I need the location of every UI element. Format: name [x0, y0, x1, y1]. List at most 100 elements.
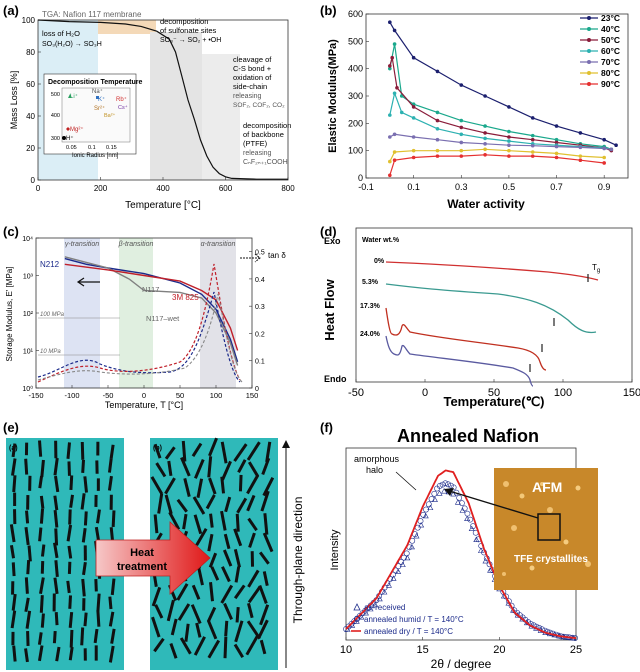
rod: [82, 561, 87, 576]
rod: [262, 532, 274, 553]
rod: [153, 637, 165, 653]
data-point: [411, 135, 416, 139]
legend-b-marker: [587, 38, 591, 42]
point-as-received: [487, 567, 494, 573]
rod: [12, 645, 17, 662]
line-annealed-dry: [345, 469, 577, 640]
halo-label-1: amorphous: [354, 454, 400, 464]
rod: [11, 458, 17, 476]
rod: [222, 549, 233, 567]
legend-f-0: as-received: [364, 603, 405, 612]
rod: [167, 460, 173, 477]
a-ytick-label: 40: [26, 112, 35, 121]
legend-b-marker: [587, 16, 591, 20]
x-ticks-b: -0.1 0.1 0.3 0.5 0.7 0.9: [358, 175, 610, 192]
rod: [183, 478, 191, 497]
data-point: [411, 148, 416, 153]
c-xtick-label: -150: [28, 391, 43, 400]
storage-modulus-1: [64, 256, 239, 366]
rod: [80, 441, 85, 460]
rod: [39, 495, 45, 509]
rod: [69, 629, 74, 648]
rod: [223, 636, 228, 659]
rod: [66, 442, 71, 459]
rod: [24, 527, 30, 546]
data-point: [530, 137, 535, 142]
rod: [10, 610, 17, 629]
rod: [38, 475, 44, 489]
axes-frame-d: [355, 227, 633, 383]
rod: [24, 577, 29, 594]
dsc-curve-17: [385, 307, 547, 371]
point-as-received: [441, 488, 448, 494]
label-100mpa: 100 MPa: [40, 312, 65, 318]
ion-li-marker: [68, 94, 72, 98]
f-xtick-label: 15: [417, 644, 429, 656]
ion-h: H⁺: [66, 135, 74, 142]
rod: [168, 511, 181, 531]
c-ytick-label: 10²: [23, 311, 34, 318]
region-sulfonate: [98, 20, 156, 34]
point-as-received: [473, 536, 480, 542]
legend-b-marker: [587, 49, 591, 53]
data-point: [399, 110, 404, 115]
rod: [150, 476, 164, 495]
data-point: [392, 91, 397, 96]
rod: [52, 630, 57, 644]
tga-curve: [37, 19, 288, 180]
rod: [68, 509, 72, 525]
panel-a: (a) TGA: Nafion 117 membrane 0 20 40 60 80 10…: [3, 3, 295, 211]
a-xtick-label: 800: [281, 184, 295, 193]
rod: [110, 628, 116, 644]
rod: [248, 532, 256, 548]
d-xtick-label: 0: [422, 387, 428, 399]
annot-dec-3: SO₃⁻ → SO₂ + •OH: [160, 37, 221, 44]
rod: [191, 442, 203, 458]
rod: [193, 636, 206, 656]
curve-label-24: 24.0%: [360, 331, 381, 338]
data-point: [507, 105, 511, 109]
series-line-4: [389, 133, 612, 150]
data-point: [388, 66, 392, 71]
curve-label-0: 0%: [374, 258, 385, 265]
rod: [69, 475, 74, 491]
rod: [224, 496, 232, 513]
rod: [207, 533, 214, 552]
rod: [80, 493, 86, 510]
endo-label: Endo: [324, 374, 347, 384]
a-xtick-label: 400: [156, 184, 170, 193]
beta-region: [119, 238, 153, 388]
rod: [81, 578, 86, 597]
point-as-received: [399, 561, 406, 568]
series-line-0: [389, 21, 617, 146]
rod: [38, 440, 43, 457]
rod: [24, 597, 30, 613]
x-axis-label-a: Temperature [°C]: [125, 200, 201, 211]
data-point: [554, 155, 559, 160]
data-point: [411, 105, 416, 109]
legend-b-item: 60°C: [601, 46, 620, 56]
data-point: [459, 140, 464, 145]
point-as-received: [376, 595, 383, 602]
y-axis-label-f: Intensity: [329, 529, 341, 570]
point-as-received: [404, 554, 411, 561]
rod: [39, 595, 44, 613]
inset-ytick-500: 500: [51, 92, 60, 98]
rod: [151, 616, 161, 638]
point-as-received: [454, 499, 461, 505]
annot-back-5: CₙF₂ₙ₊₁COOH: [243, 159, 288, 166]
rod: [235, 606, 240, 623]
a-ytick-label: 20: [26, 144, 35, 153]
legend-f: as-received annealed humid / T = 140°C a…: [351, 603, 464, 636]
annot-dec-1: decomposition: [160, 17, 208, 26]
c-xtick-label: -50: [103, 391, 114, 400]
tfe-label: TFE crystallites: [514, 554, 588, 565]
inset-decomposition: Decomposition Temperature 500 400 300 0.…: [43, 73, 142, 159]
rod: [9, 524, 16, 543]
data-point: [578, 154, 583, 158]
data-point: [530, 116, 535, 120]
legend-b-marker: [587, 71, 591, 75]
panel-e: (e) (a) (b) Heat treatment Through-plane…: [3, 420, 305, 670]
c-xtick-label: 100: [210, 391, 223, 400]
data-point: [483, 136, 487, 141]
